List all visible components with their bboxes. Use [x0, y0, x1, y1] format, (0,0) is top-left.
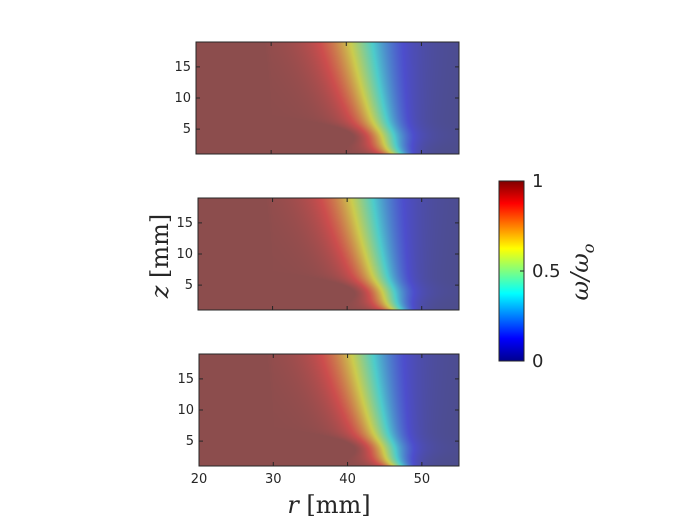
y-axis-label: z [mm] — [146, 214, 174, 300]
heatmap-image-bottom — [199, 354, 459, 466]
colorbar-ticks: 00.51 — [520, 171, 561, 372]
x-tick-label: 40 — [339, 472, 356, 487]
y-tick-label: 15 — [174, 60, 191, 75]
colorbar: 00.51 ω/ωo — [498, 171, 598, 372]
heatmap-image-middle — [198, 198, 459, 310]
panel-bottom: 5 10 15 20 30 40 50 — [177, 353, 460, 487]
y-tick-label: 5 — [186, 434, 194, 449]
y-tick-label: 15 — [177, 372, 194, 387]
x-tick-label: 50 — [414, 472, 431, 487]
y-tick-label: 15 — [176, 216, 193, 231]
x-tick-label: 20 — [191, 472, 208, 487]
panel-top: 5 10 15 — [174, 41, 460, 155]
x-axis-label: r [mm] — [287, 491, 370, 519]
colorbar-tick-label: 1 — [532, 171, 543, 192]
y-tick-label: 10 — [174, 91, 191, 106]
y-tick-label: 10 — [176, 247, 193, 262]
y-tick-label: 5 — [183, 122, 191, 137]
colorbar-label: ω/ωo — [566, 244, 598, 301]
heatmap-image-top — [196, 42, 459, 154]
colorbar-tick-label: 0.5 — [532, 261, 561, 282]
x-tick-label: 30 — [265, 472, 282, 487]
panel-middle: 5 10 15 — [176, 197, 460, 311]
heatmap-panels: 5 10 15 5 10 15 5 10 15 20 30 40 50 — [174, 41, 460, 487]
colorbar-tick-label: 0 — [532, 351, 543, 372]
y-tick-label: 5 — [185, 278, 193, 293]
y-tick-label: 10 — [177, 403, 194, 418]
